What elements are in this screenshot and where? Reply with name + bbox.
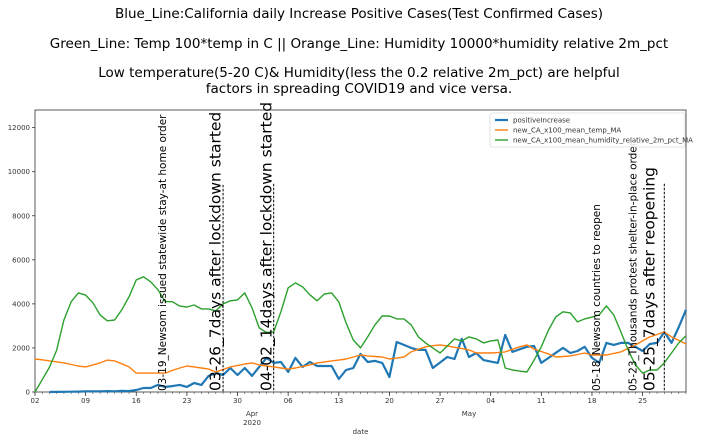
x-tick-label: 06 [284,397,293,405]
series-line-3 [34,276,687,393]
x-tick-label: 13 [334,397,343,405]
x-tick-label: 18 [588,397,597,405]
y-tick-label: 0 [26,389,30,397]
x-tick-label: 27 [436,397,445,405]
x-tick-label: 20 [385,397,394,405]
event-annotation: 04-02_14days after lockdown started [257,102,276,391]
x-axis-label: date [353,428,369,436]
legend-label-3: new_CA_x100_mean_humidity_relative_2m_pc… [513,137,693,145]
plot-area [34,109,687,393]
series-line-1 [49,309,688,394]
x-tick-label: 25 [638,397,647,405]
x-tick-label: 16 [132,397,141,405]
y-tick-label: 12000 [8,124,30,132]
title-line-4: factors in spreading COVID19 and vice ve… [205,81,513,97]
x-year-label: 2020 [243,419,261,427]
event-annotation: 05-23_Thousands protest shelter-in-place… [627,141,639,391]
legend [489,112,686,148]
event-annotation: 03-26_7days after lockdown started [207,112,226,391]
y-tick-label: 4000 [12,300,30,308]
event-annotation: 05-25_7days after reopening [641,167,660,391]
x-tick-label: 11 [537,397,546,405]
x-month-label: May [462,410,476,418]
event-annotation: 05-18_Newsom countries to reopen [591,204,603,391]
event-annotation: 03-19_Newsom issued statewide stay-at ho… [157,114,169,391]
title-line-2: Green_Line: Temp 100*temp in C || Orange… [49,36,669,52]
x-tick-label: 30 [233,397,242,405]
legend-label-2: new_CA_x100_mean_temp_MA [513,127,621,135]
y-tick-label: 6000 [12,256,30,264]
x-tick-label: 02 [31,397,40,405]
legend-label-1: positiveIncrease [513,117,570,125]
title-line-1: Blue_Line:California daily Increase Posi… [114,6,603,22]
x-tick-label: 23 [182,397,191,405]
x-tick-label: 04 [486,397,495,405]
title-line-3: Low temperature(5-20 C)& Humidity(less t… [98,65,620,81]
y-tick-label: 10000 [8,168,30,176]
x-month-label: Apr [246,410,258,418]
x-tick-label: 09 [81,397,90,405]
y-tick-label: 8000 [12,212,30,220]
series-line-2 [34,331,687,374]
y-tick-label: 2000 [12,344,30,352]
